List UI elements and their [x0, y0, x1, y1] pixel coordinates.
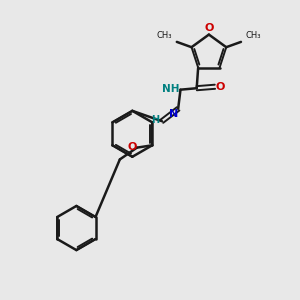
Text: O: O — [204, 23, 214, 33]
Text: H: H — [152, 115, 160, 125]
Text: O: O — [216, 82, 225, 92]
Text: NH: NH — [161, 84, 179, 94]
Text: O: O — [128, 142, 137, 152]
Text: N: N — [169, 110, 179, 119]
Text: CH₃: CH₃ — [245, 31, 261, 40]
Text: CH₃: CH₃ — [157, 31, 172, 40]
